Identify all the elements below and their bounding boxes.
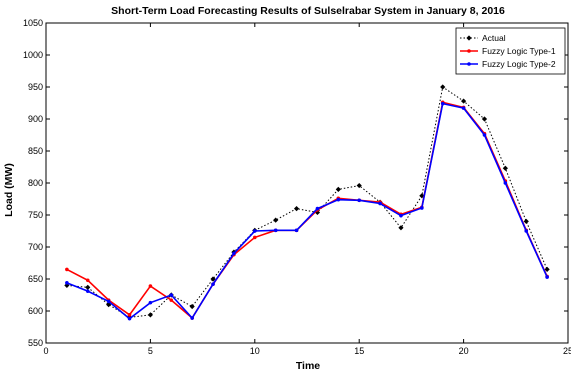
y-tick-label: 700: [28, 242, 43, 252]
legend-marker: [467, 62, 471, 66]
x-tick-label: 5: [148, 346, 153, 356]
data-point: [461, 98, 467, 104]
data-point: [419, 193, 425, 199]
y-tick-label: 550: [28, 338, 43, 348]
x-tick-label: 20: [459, 346, 469, 356]
data-point: [482, 133, 487, 137]
data-point: [147, 312, 153, 318]
y-tick-label: 850: [28, 146, 43, 156]
data-point: [64, 282, 70, 288]
series-1: [64, 84, 550, 320]
data-point: [378, 201, 382, 206]
data-point: [440, 101, 445, 106]
data-point: [85, 289, 90, 293]
data-point: [85, 284, 91, 290]
data-point: [253, 235, 257, 240]
data-point: [523, 218, 529, 224]
y-tick-label: 950: [28, 82, 43, 92]
data-point: [398, 225, 404, 231]
data-point: [148, 284, 153, 288]
legend-item: Fuzzy Logic Type-2: [460, 59, 556, 69]
legend: Actual Fuzzy Logic Type-1 Fuzzy Logic Type…: [455, 27, 566, 75]
data-point: [545, 275, 549, 279]
data-point: [106, 302, 112, 308]
data-point: [253, 229, 257, 233]
x-axis-label: Time: [296, 360, 320, 372]
series-layer: [64, 84, 550, 321]
legend-marker: [466, 35, 472, 41]
data-point: [335, 186, 341, 192]
data-point: [85, 278, 90, 283]
x-tick-label: 10: [250, 346, 260, 356]
data-point: [189, 303, 195, 310]
x-tick-label: 15: [354, 346, 364, 356]
data-point: [524, 229, 529, 233]
y-tick-label: 1050: [23, 18, 43, 28]
data-point: [106, 299, 111, 304]
series-line: [66, 101, 548, 320]
data-point: [211, 282, 215, 286]
data-point: [65, 281, 69, 285]
legend-item: Fuzzy Logic Type-1: [460, 46, 556, 56]
data-point: [336, 197, 341, 202]
data-point: [232, 251, 236, 256]
x-tick-label: 0: [43, 346, 48, 356]
data-point: [544, 266, 550, 272]
y-tick-label: 750: [28, 210, 43, 220]
data-point: [273, 228, 278, 233]
legend-label: Fuzzy Logic Type-2: [482, 59, 556, 69]
data-point: [210, 276, 216, 282]
data-point: [294, 228, 299, 233]
y-tick-label: 650: [28, 274, 43, 284]
data-point: [440, 84, 446, 90]
data-point: [273, 217, 279, 223]
legend-label: Actual: [482, 33, 506, 43]
data-point: [503, 181, 508, 185]
series-2: [65, 100, 549, 320]
legend-item: Actual: [460, 33, 506, 43]
data-point: [190, 316, 194, 320]
data-point: [399, 213, 403, 218]
data-point: [356, 182, 362, 189]
y-tick-label: 1000: [23, 50, 43, 60]
data-point: [420, 206, 424, 210]
data-point: [357, 198, 362, 203]
data-point: [293, 206, 300, 212]
series-line: [66, 102, 548, 320]
y-axis-label: Load (MW): [3, 163, 15, 217]
data-point: [169, 293, 174, 297]
y-tick-label: 800: [28, 178, 43, 188]
data-point: [461, 106, 466, 110]
legend-marker: [467, 49, 471, 53]
data-point: [127, 313, 132, 317]
data-point: [502, 165, 508, 171]
data-point: [148, 300, 153, 305]
chart-title: Short-Term Load Forecasting Results of S…: [111, 5, 505, 17]
legend-label: Fuzzy Logic Type-1: [482, 46, 556, 56]
y-tick-label: 600: [28, 306, 43, 316]
data-point: [65, 267, 69, 272]
series-3: [65, 101, 549, 321]
x-tick-label: 25: [563, 346, 571, 356]
data-point: [315, 206, 320, 211]
y-tick-label: 900: [28, 114, 43, 124]
axis-ticks: 0 5 10 15 20 25 550 600 650 700 750 800 850 900 950 100…: [23, 18, 571, 356]
data-point: [169, 298, 174, 302]
data-point: [127, 316, 132, 321]
data-point: [481, 116, 488, 122]
